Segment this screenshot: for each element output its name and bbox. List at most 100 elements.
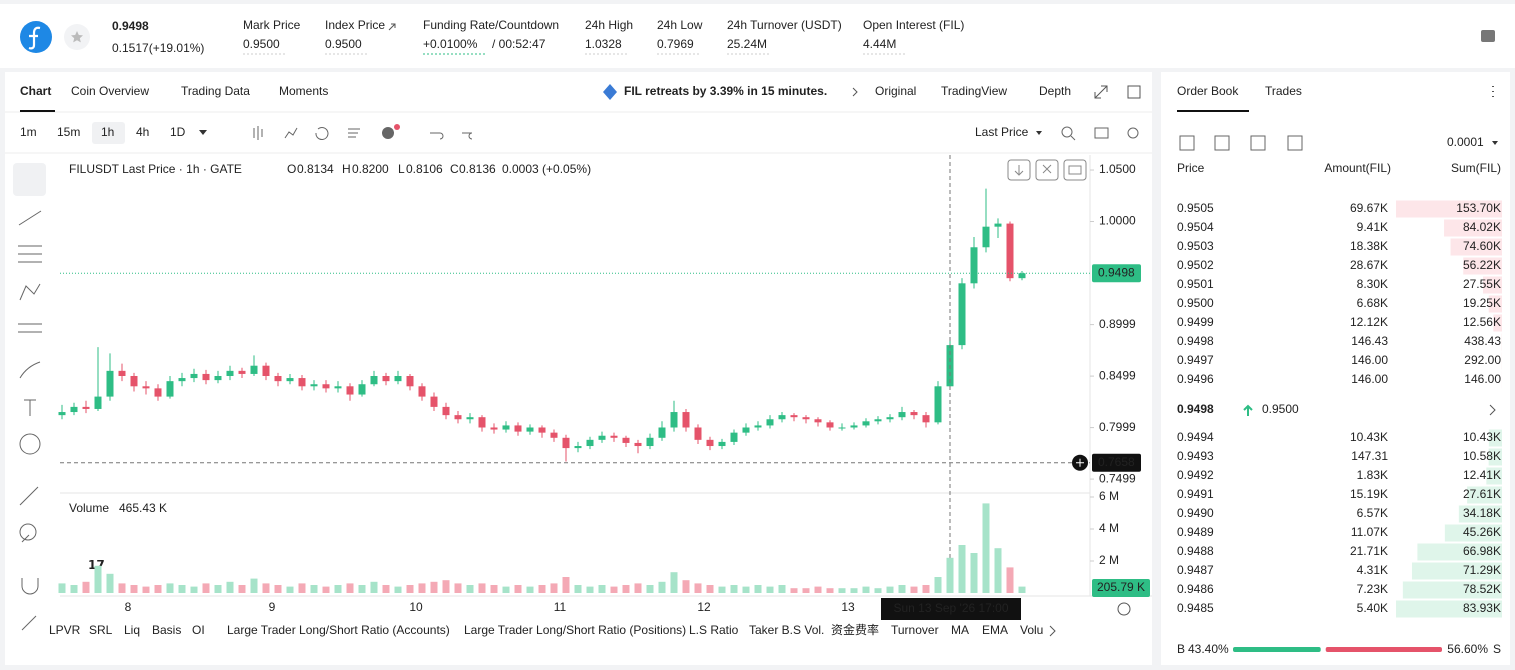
book-sum: 45.26K (1463, 525, 1501, 539)
book-price[interactable]: 0.9496 (1177, 372, 1214, 386)
candle-body (442, 406, 450, 416)
interval[interactable]: 1m (20, 125, 37, 139)
view-tab[interactable]: Original (875, 84, 916, 98)
book-price[interactable]: 0.9486 (1177, 582, 1214, 596)
book-layout-icons[interactable] (1179, 135, 1303, 151)
book-price[interactable]: 0.9488 (1177, 544, 1214, 558)
price-type[interactable]: Last Price (975, 125, 1029, 139)
last-price-tag (1092, 264, 1141, 283)
header-icon[interactable] (1481, 30, 1495, 42)
settings-icon[interactable] (1117, 602, 1131, 616)
book-price[interactable]: 0.9487 (1177, 563, 1214, 577)
book-tab[interactable]: Order Book (1177, 84, 1239, 98)
volume-bar (670, 572, 678, 593)
chart-buttons[interactable] (1007, 159, 1087, 181)
indicator-tab[interactable]: Liq (124, 623, 140, 637)
chart-tab[interactable]: Coin Overview (71, 84, 149, 98)
book-price[interactable]: 0.9489 (1177, 525, 1214, 539)
volume-bar (202, 583, 210, 593)
indicator-tab[interactable]: EMA (982, 623, 1008, 637)
y-tick-label: 0.8999 (1099, 317, 1136, 331)
chevron[interactable] (852, 87, 1496, 637)
volume-bar (922, 585, 930, 593)
volume-bar (946, 557, 954, 593)
book-amount: 12.12K (1350, 315, 1388, 329)
indicator-tab[interactable]: Volu (1020, 623, 1043, 637)
volume-bar (958, 545, 966, 593)
view-tab[interactable]: Depth (1039, 84, 1071, 98)
interval[interactable]: 1D (170, 125, 186, 139)
volume-bar (418, 583, 426, 593)
candle-body (706, 439, 714, 447)
badge (394, 124, 400, 130)
precision[interactable]: 0.0001 (1447, 135, 1484, 149)
book-price[interactable]: 0.9501 (1177, 277, 1214, 291)
chart-tab[interactable]: Trading Data (181, 84, 250, 98)
volume-last: 465.43 K (119, 501, 167, 515)
volume-bar (58, 583, 66, 593)
book-price[interactable]: 0.9502 (1177, 258, 1214, 272)
chart-tab[interactable]: Moments (279, 84, 328, 98)
book-sum: 146.00 (1464, 372, 1501, 386)
indicator-tab[interactable]: Large Trader Long/Short Ratio (Positions… (464, 623, 686, 637)
volume-bar (370, 581, 378, 593)
book-price[interactable]: 0.9500 (1177, 296, 1214, 310)
volume-bar (310, 585, 318, 593)
book-price[interactable]: 0.9493 (1177, 449, 1214, 463)
book-price[interactable]: 0.9505 (1177, 201, 1214, 215)
indicator-tab[interactable]: OI (192, 623, 205, 637)
book-price[interactable]: 0.9491 (1177, 487, 1214, 501)
candle-body (850, 425, 858, 428)
indicator-tab[interactable]: L.S Ratio (689, 623, 739, 637)
book-tab[interactable]: Trades (1265, 84, 1302, 98)
indicator-tab[interactable]: MA (951, 623, 969, 637)
book-amount: 21.71K (1350, 544, 1388, 558)
more-icon[interactable] (1489, 86, 1494, 97)
indicator-tab[interactable]: Basis (152, 623, 181, 637)
book-price[interactable]: 0.9490 (1177, 506, 1214, 520)
volume-bar (298, 583, 306, 593)
indicator-tab[interactable]: SRL (89, 623, 113, 637)
book-price[interactable]: 0.9494 (1177, 430, 1214, 444)
volume-bar (442, 580, 450, 593)
y-tick-label: 0.7999 (1099, 420, 1136, 434)
expand-icon[interactable] (1094, 85, 1108, 99)
last-price-label: 0.9498 (1098, 265, 1135, 279)
candle-body (910, 412, 918, 416)
y-tick-label: 4 M (1099, 521, 1119, 535)
book-price[interactable]: 0.9497 (1177, 353, 1214, 367)
view-tab[interactable]: TradingView (941, 84, 1007, 98)
book-price[interactable]: 0.9485 (1177, 601, 1214, 615)
interval[interactable]: 15m (57, 125, 80, 139)
chart-tab[interactable]: Chart (20, 84, 51, 98)
book-price[interactable]: 0.9499 (1177, 315, 1214, 329)
indicator-tab[interactable]: Taker B.S Vol. (749, 623, 824, 637)
book-price[interactable]: 0.9492 (1177, 468, 1214, 482)
window-icon[interactable] (1127, 85, 1141, 99)
indicator-icon[interactable] (382, 127, 394, 139)
candle-body (190, 373, 198, 379)
stat-value: 1.0328 (585, 37, 622, 51)
candle-body (1006, 223, 1014, 279)
indicator-tab[interactable]: Turnover (891, 623, 939, 637)
volume-bar (634, 583, 642, 593)
volume-bar (478, 583, 486, 593)
news[interactable]: FIL retreats by 3.39% in 15 minutes. (624, 84, 827, 98)
candle-body (178, 378, 186, 382)
news-icon (603, 84, 617, 100)
book-sum: 292.00 (1464, 353, 1501, 367)
book-price[interactable]: 0.9498 (1177, 334, 1214, 348)
indicator-tab[interactable]: LPVR (49, 623, 81, 637)
volume-current: 205.79 K (1097, 580, 1145, 594)
indicator-tab[interactable]: 资金费率 (831, 622, 879, 637)
candle-body (58, 412, 66, 416)
interval[interactable]: 4h (136, 125, 149, 139)
interval[interactable]: 1h (101, 125, 114, 139)
book-price[interactable]: 0.9504 (1177, 220, 1214, 234)
column-header: Sum(FIL) (1451, 161, 1501, 175)
book-price[interactable]: 0.9503 (1177, 239, 1214, 253)
book-amount: 1.83K (1357, 468, 1388, 482)
volume-bar (334, 585, 342, 593)
indicator-tab[interactable]: Large Trader Long/Short Ratio (Accounts) (227, 623, 450, 637)
book-amount: 28.67K (1350, 258, 1388, 272)
